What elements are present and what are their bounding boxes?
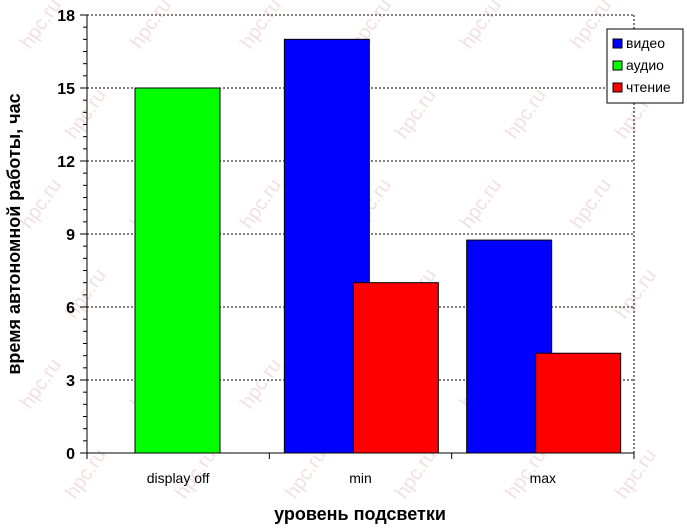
bar-display-off-1 [134, 87, 221, 454]
watermark-text: hpc.ru [236, 0, 286, 53]
x-category-label: max [530, 470, 556, 486]
watermark-text: hpc.ru [566, 175, 616, 233]
y-tick-label: 18 [57, 8, 75, 25]
legend-swatch [612, 82, 623, 93]
legend-swatch [612, 60, 623, 71]
y-tick-label: 9 [66, 227, 75, 244]
y-tick-label: 3 [66, 373, 75, 390]
bar-max-2 [535, 352, 622, 454]
watermark-text: hpc.ru [126, 0, 176, 53]
y-tick-label: 12 [57, 154, 75, 171]
legend-entry: видео [626, 35, 665, 51]
watermark-text: hpc.ru [391, 85, 441, 143]
legend-swatch [612, 38, 623, 49]
legend-entry: аудио [626, 57, 664, 73]
x-category-labels: display off min max [147, 470, 556, 486]
legend-entry: чтение [626, 79, 671, 95]
y-tick-label: 15 [57, 81, 75, 98]
watermark-text: hpc.ru [456, 0, 506, 53]
watermark-text: hpc.ru [611, 265, 661, 323]
legend: видео аудио чтение [606, 28, 684, 104]
x-category-label: min [349, 470, 372, 486]
axes [80, 14, 635, 459]
watermark-text: hpc.ru [501, 85, 551, 143]
x-axis-title: уровень подсветки [274, 504, 446, 524]
y-tick-label: 0 [66, 446, 75, 463]
y-tick-label: 6 [66, 300, 75, 317]
y-axis-title: время автономной работы, час [4, 93, 24, 374]
bar-min-2 [352, 282, 439, 454]
watermark-text: hpc.ru [236, 175, 286, 233]
x-category-label: display off [147, 470, 210, 486]
watermark-text: hpc.ru [456, 175, 506, 233]
watermark-text: hpc.ru [236, 355, 286, 413]
y-tick-labels: 0 3 6 9 12 15 18 [57, 8, 75, 463]
